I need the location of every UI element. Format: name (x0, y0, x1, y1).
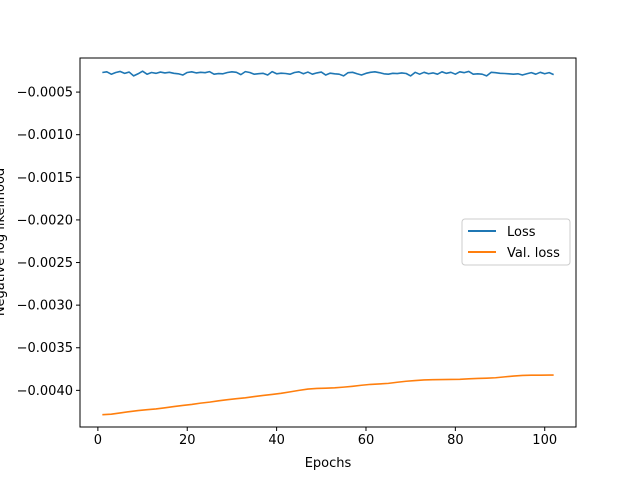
x-tick-label: 20 (179, 433, 196, 448)
x-tick-label: 40 (268, 433, 285, 448)
x-tick-label: 60 (358, 433, 375, 448)
plot-frame (79, 57, 577, 428)
x-tick-label: 80 (447, 433, 464, 448)
y-tick-label: −0.0010 (17, 128, 73, 143)
series-line-val-loss (102, 374, 554, 416)
y-tick-label: −0.0040 (17, 384, 73, 399)
x-axis-ticks: 0 20 40 60 80 100 (94, 427, 557, 448)
plot-series (102, 70, 554, 416)
series-line-loss (102, 70, 554, 77)
legend-label-val-loss: Val. loss (507, 246, 560, 261)
y-tick-label: −0.0025 (17, 256, 73, 271)
y-tick-label: −0.0035 (17, 341, 73, 356)
x-tick-label: 0 (94, 433, 102, 448)
y-tick-label: −0.0005 (17, 86, 73, 101)
y-tick-label: −0.0030 (17, 299, 73, 314)
legend-label-loss: Loss (507, 225, 536, 240)
legend: Loss Val. loss (461, 218, 571, 266)
y-axis-ticks: −0.0005 −0.0010 −0.0015 −0.0020 −0.0025 −0.00… (17, 86, 80, 399)
y-axis-label: Negative log likelihood (0, 168, 8, 316)
y-tick-label: −0.0020 (17, 213, 73, 228)
x-axis-label: Epochs (305, 456, 352, 471)
x-tick-label: 100 (532, 433, 557, 448)
y-tick-label: −0.0015 (17, 171, 73, 186)
